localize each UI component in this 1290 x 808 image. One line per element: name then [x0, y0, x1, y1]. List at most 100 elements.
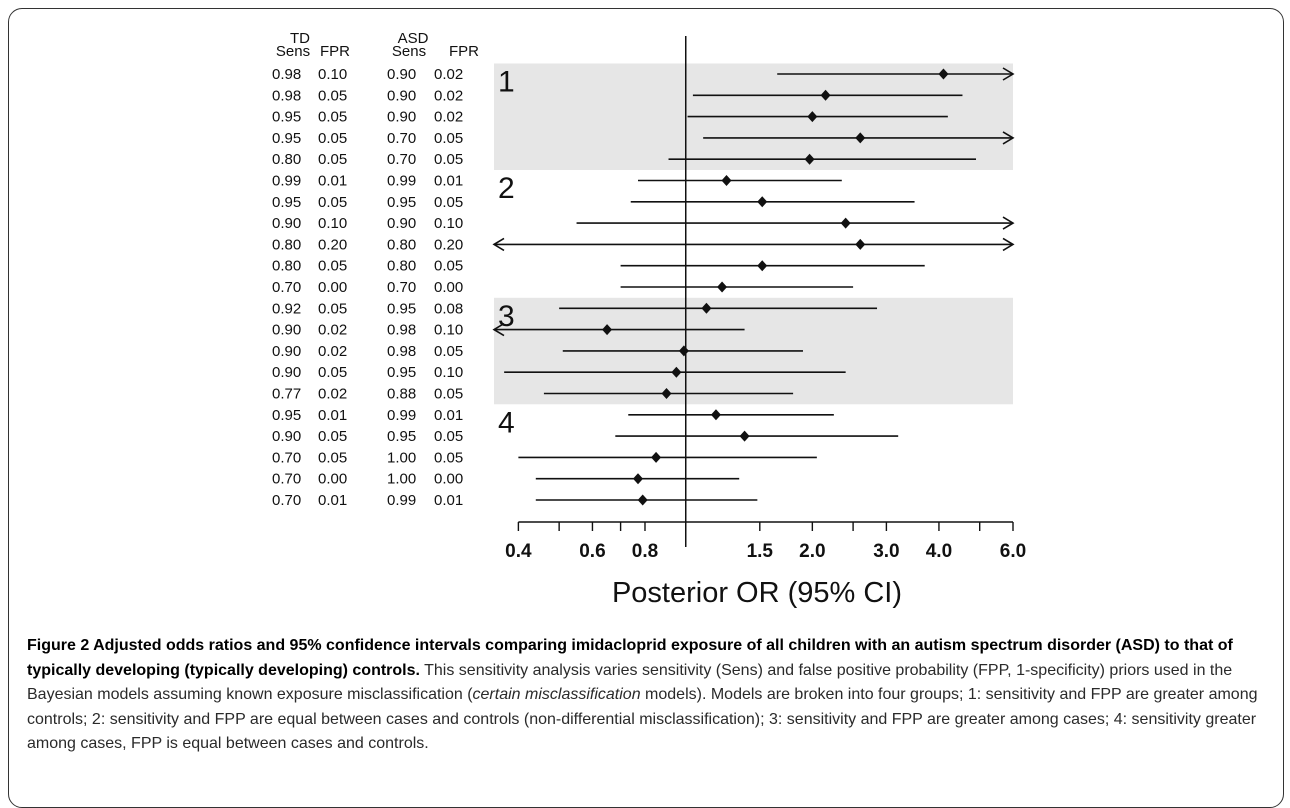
caption-body-italic: certain misclassification — [472, 686, 641, 703]
header-asd-sens: Sens — [392, 43, 426, 60]
cell-td-fpr: 0.05 — [318, 428, 347, 445]
cell-td-fpr: 0.05 — [318, 364, 347, 381]
cell-asd-fpr: 0.01 — [434, 173, 463, 190]
cell-td-sens: 0.90 — [272, 343, 301, 360]
group-label-4: 4 — [498, 406, 515, 439]
cell-asd-sens: 0.90 — [387, 87, 416, 104]
cell-td-sens: 0.90 — [272, 322, 301, 339]
cell-asd-sens: 0.90 — [387, 66, 416, 83]
cell-asd-sens: 0.90 — [387, 215, 416, 232]
cell-asd-fpr: 0.05 — [434, 449, 463, 466]
cell-td-fpr: 0.02 — [318, 343, 347, 360]
arrow-right — [1002, 67, 1015, 81]
cell-asd-fpr: 0.10 — [434, 364, 463, 381]
cell-td-fpr: 0.10 — [318, 66, 347, 83]
cell-asd-sens: 0.88 — [387, 386, 416, 403]
cell-td-sens: 0.92 — [272, 300, 301, 317]
point-estimate — [637, 494, 648, 506]
cell-asd-sens: 0.70 — [387, 279, 416, 296]
cell-td-sens: 0.80 — [272, 236, 301, 253]
x-tick-label: 1.5 — [747, 541, 774, 562]
cell-asd-sens: 0.95 — [387, 364, 416, 381]
cell-td-fpr: 0.05 — [318, 300, 347, 317]
cell-td-fpr: 0.05 — [318, 194, 347, 211]
cell-td-fpr: 0.10 — [318, 215, 347, 232]
cell-td-fpr: 0.05 — [318, 87, 347, 104]
cell-td-sens: 0.80 — [272, 258, 301, 275]
cell-asd-sens: 0.99 — [387, 407, 416, 424]
cell-asd-sens: 0.80 — [387, 258, 416, 275]
group-label-1: 1 — [498, 66, 515, 99]
point-estimate — [602, 324, 613, 336]
cell-td-sens: 0.95 — [272, 130, 301, 147]
arrow-right — [1002, 237, 1015, 252]
cell-asd-fpr: 0.05 — [434, 130, 463, 147]
cell-td-sens: 0.70 — [272, 449, 301, 466]
cell-td-fpr: 0.00 — [318, 471, 347, 488]
x-tick-label: 2.0 — [799, 541, 825, 562]
point-estimate — [721, 175, 732, 186]
cell-td-fpr: 0.00 — [318, 279, 347, 296]
cell-asd-sens: 0.98 — [387, 343, 416, 360]
cell-td-sens: 0.90 — [272, 364, 301, 381]
cell-asd-fpr: 0.05 — [434, 151, 463, 168]
x-tick-label: 3.0 — [873, 541, 899, 562]
cell-td-fpr: 0.05 — [318, 151, 347, 168]
point-estimate — [804, 153, 815, 165]
cell-td-sens: 0.95 — [272, 407, 301, 424]
cell-td-fpr: 0.05 — [318, 449, 347, 466]
point-estimate — [855, 238, 866, 250]
cell-td-sens: 0.70 — [272, 492, 301, 509]
cell-td-fpr: 0.02 — [318, 386, 347, 403]
cell-asd-sens: 1.00 — [387, 449, 416, 466]
point-estimate — [757, 196, 768, 208]
point-estimate — [633, 473, 644, 485]
cell-td-fpr: 0.02 — [318, 322, 347, 339]
header-td-sens: Sens — [276, 43, 310, 60]
cell-td-sens: 0.99 — [272, 173, 301, 190]
point-estimate — [701, 302, 712, 314]
point-estimate — [671, 366, 682, 378]
point-estimate — [820, 89, 831, 101]
cell-td-sens: 0.90 — [272, 215, 301, 232]
header-asd: ASD — [398, 30, 429, 47]
cell-asd-sens: 0.70 — [387, 151, 416, 168]
cell-asd-fpr: 0.00 — [434, 471, 463, 488]
cell-asd-fpr: 0.01 — [434, 407, 463, 424]
cell-td-fpr: 0.01 — [318, 173, 347, 190]
point-estimate — [938, 68, 949, 80]
cell-td-fpr: 0.20 — [318, 236, 347, 253]
cell-td-sens: 0.90 — [272, 428, 301, 445]
point-estimate — [661, 388, 672, 399]
cell-asd-fpr: 0.00 — [434, 279, 463, 296]
cell-td-fpr: 0.05 — [318, 109, 347, 126]
x-tick-label: 6.0 — [1000, 541, 1026, 562]
cell-asd-sens: 0.95 — [387, 300, 416, 317]
cell-asd-fpr: 0.20 — [434, 236, 463, 253]
group-label-2: 2 — [498, 172, 515, 205]
point-estimate — [739, 430, 750, 442]
arrow-left — [492, 237, 505, 252]
cell-asd-sens: 0.90 — [387, 109, 416, 126]
cell-asd-fpr: 0.05 — [434, 343, 463, 360]
cell-asd-sens: 0.99 — [387, 173, 416, 190]
cell-asd-sens: 0.95 — [387, 194, 416, 211]
header-td-fpr: FPR — [320, 43, 350, 60]
cell-td-fpr: 0.01 — [318, 407, 347, 424]
point-estimate — [678, 345, 689, 357]
cell-td-sens: 0.98 — [272, 87, 301, 104]
cell-asd-sens: 0.98 — [387, 322, 416, 339]
cell-asd-fpr: 0.08 — [434, 300, 463, 317]
x-tick-label: 0.6 — [579, 541, 605, 562]
cell-td-sens: 0.70 — [272, 279, 301, 296]
cell-asd-fpr: 0.02 — [434, 66, 463, 83]
cell-td-sens: 0.95 — [272, 109, 301, 126]
cell-td-sens: 0.77 — [272, 386, 301, 403]
point-estimate — [651, 451, 662, 463]
cell-asd-sens: 1.00 — [387, 471, 416, 488]
cell-td-sens: 0.98 — [272, 66, 301, 83]
arrow-left — [492, 322, 505, 337]
cell-asd-sens: 0.70 — [387, 130, 416, 147]
cell-asd-fpr: 0.10 — [434, 215, 463, 232]
group-label-3: 3 — [498, 300, 515, 333]
